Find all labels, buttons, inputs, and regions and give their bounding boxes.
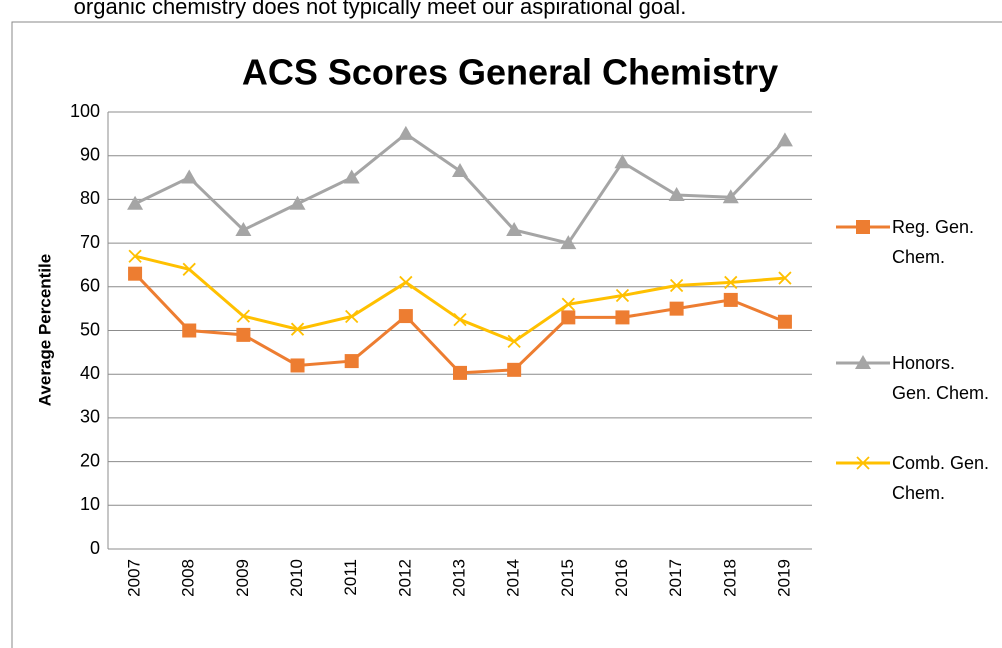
marker [778, 271, 792, 285]
marker [127, 195, 144, 210]
series-line [134, 131, 787, 245]
marker [722, 189, 739, 204]
x-tick-label: 2013 [449, 559, 468, 597]
marker [855, 355, 871, 369]
x-tick-label: 2014 [504, 559, 523, 597]
marker [344, 354, 359, 369]
x-tick-label: 2009 [233, 559, 252, 597]
marker [182, 262, 196, 276]
marker [507, 362, 522, 377]
marker [290, 358, 305, 373]
chart-title: ACS Scores General Chemistry [242, 52, 778, 93]
x-tick-label: 2017 [666, 559, 685, 597]
x-tick-label: 2011 [341, 559, 360, 596]
series-line [134, 254, 786, 344]
y-tick-label: 10 [80, 494, 100, 514]
marker [236, 309, 251, 323]
marker [615, 310, 630, 325]
y-tick-label: 80 [80, 188, 100, 208]
marker [856, 220, 870, 234]
y-tick-label: 60 [80, 276, 100, 296]
legend-label: Comb. Gen. Chem. [892, 453, 990, 503]
marker [128, 249, 142, 263]
marker [777, 314, 792, 329]
y-tick-label: 30 [80, 407, 100, 427]
marker [345, 309, 359, 324]
x-tick-label: 2010 [287, 559, 306, 597]
y-tick-label: 70 [80, 232, 100, 252]
marker [723, 292, 738, 307]
marker [776, 132, 793, 147]
marker [398, 309, 413, 324]
marker [724, 275, 738, 290]
marker [615, 288, 630, 303]
marker [668, 187, 685, 202]
marker [506, 221, 523, 236]
legend-label: Honors. Gen. Chem. [892, 353, 990, 403]
x-tick-label: 2016 [612, 559, 631, 597]
marker [453, 365, 467, 380]
y-tick-label: 40 [80, 363, 100, 383]
marker [614, 154, 631, 169]
marker [289, 195, 306, 210]
y-axis-label: Average Percentile [35, 254, 54, 406]
x-tick-label: 2008 [179, 559, 198, 597]
marker [560, 235, 577, 250]
marker [182, 323, 197, 338]
y-tick-label: 50 [80, 319, 100, 339]
x-tick-label: 2012 [395, 559, 414, 597]
series-line [133, 272, 786, 375]
x-tick-label: 2019 [774, 559, 793, 597]
x-tick-label: 2015 [558, 559, 577, 597]
y-tick-label: 90 [80, 144, 100, 164]
marker [290, 322, 305, 336]
marker [669, 301, 684, 316]
y-tick-label: 0 [90, 538, 100, 558]
marker [453, 312, 467, 327]
marker [236, 327, 251, 342]
marker [561, 297, 575, 311]
marker [669, 278, 684, 293]
marker [235, 221, 252, 236]
marker [181, 169, 198, 184]
x-tick-label: 2007 [125, 559, 144, 597]
body-text: organic chemistry does not typically mee… [74, 0, 687, 19]
marker [343, 169, 360, 184]
marker [128, 266, 143, 281]
y-tick-label: 100 [70, 101, 100, 121]
marker [561, 310, 576, 325]
marker [507, 334, 521, 349]
legend-label: Reg. Gen. Chem. [892, 217, 975, 267]
marker [452, 162, 468, 177]
marker [399, 275, 413, 290]
y-tick-label: 20 [80, 450, 100, 470]
chart-border [11, 21, 1002, 648]
marker [856, 456, 870, 470]
x-tick-label: 2018 [720, 559, 739, 597]
marker [397, 125, 414, 140]
